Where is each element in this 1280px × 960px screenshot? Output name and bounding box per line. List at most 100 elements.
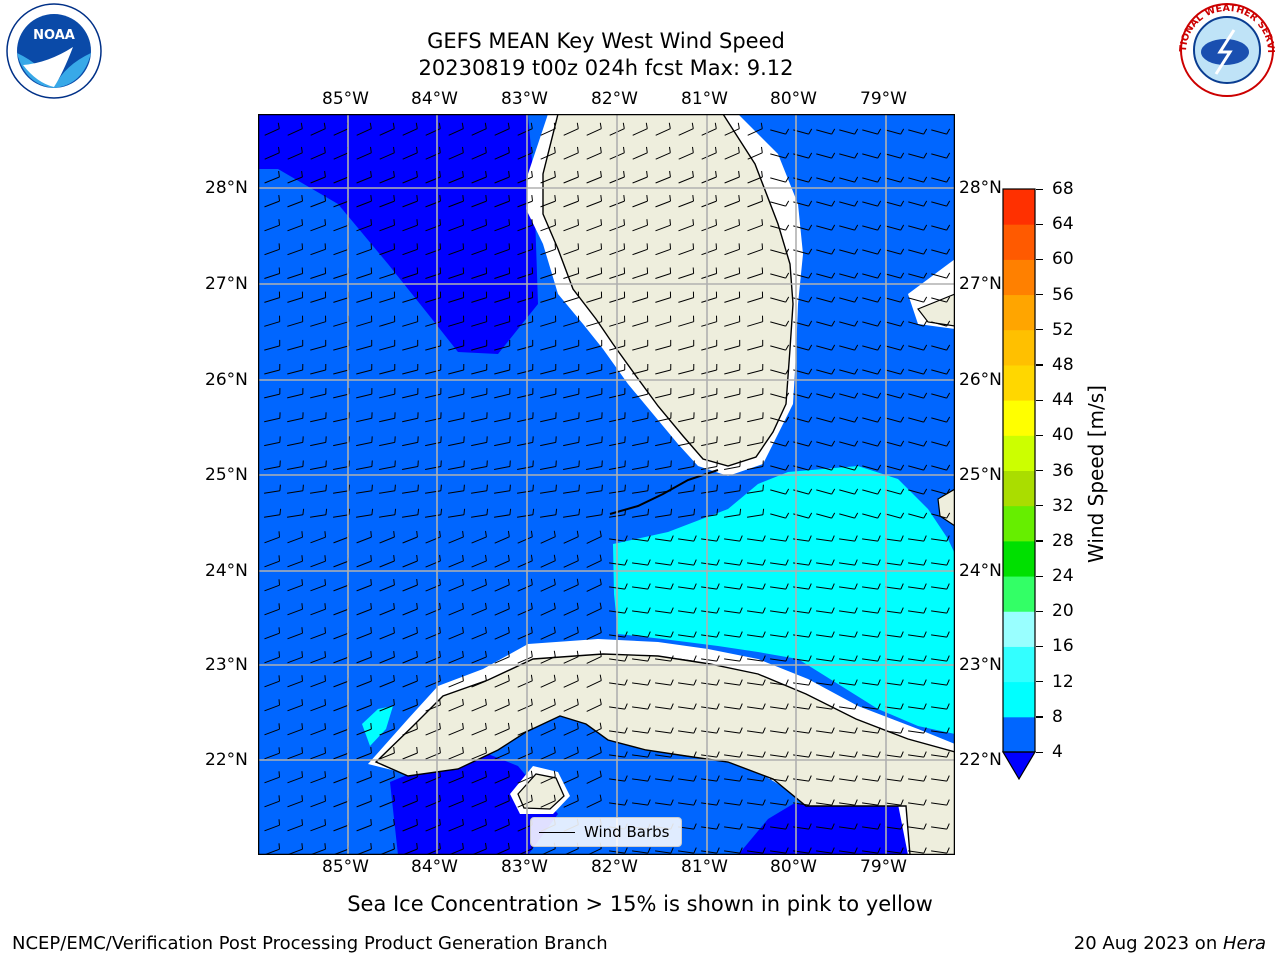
wind-barb-flag: [323, 122, 326, 129]
colorbar-segment: [1003, 400, 1035, 436]
wind-barb: [425, 560, 441, 568]
wind-barb-flag: [739, 703, 743, 710]
wind-barb-flag: [762, 775, 766, 782]
wind-barb: [747, 514, 763, 518]
wind-barb-flag: [854, 727, 858, 734]
wind-barb-flag: [647, 655, 651, 662]
lon-label-top: 84°W: [411, 89, 458, 109]
wind-barb: [471, 273, 487, 279]
wind-barb-flag: [900, 775, 904, 782]
wind-barb: [908, 586, 924, 590]
wind-barb: [540, 704, 556, 712]
wind-barb: [885, 586, 901, 590]
wind-barb: [724, 634, 740, 638]
wind-barb: [862, 682, 878, 686]
wind-barb-flag: [923, 296, 928, 303]
wind-barb: [333, 656, 349, 664]
wind-barb-flag: [831, 248, 836, 255]
noaa-logo-text: NOAA: [33, 28, 75, 43]
wind-barb: [632, 490, 648, 494]
wind-barb-flag: [854, 847, 858, 854]
wind-barb: [931, 393, 947, 399]
wind-barb-flag: [462, 842, 464, 849]
wind-barb: [632, 538, 648, 542]
wind-barb: [701, 417, 717, 423]
wind-barb-flag: [507, 674, 510, 681]
wind-barb-flag: [854, 799, 858, 806]
wind-barb-flag: [553, 554, 556, 561]
lon-label-bottom: 79°W: [860, 857, 907, 877]
wind-barb: [908, 826, 924, 830]
wind-barb-flag: [301, 651, 303, 658]
wind-barb: [563, 273, 579, 279]
colorbar-extend-arrow: [1001, 751, 1037, 781]
wind-barb: [471, 417, 487, 423]
wind-barb-flag: [923, 152, 928, 159]
wind-barb-flag: [507, 554, 510, 561]
wind-barb-flag: [301, 555, 303, 562]
wind-barb-flag: [785, 392, 790, 399]
wind-barb: [862, 513, 878, 519]
wind-barb: [770, 730, 786, 734]
wind-barb: [632, 273, 648, 279]
wind-barb-flag: [831, 392, 836, 399]
wind-barb: [494, 680, 510, 688]
wind-barb: [908, 225, 924, 231]
wind-barb: [356, 152, 372, 160]
wind-barb: [770, 682, 786, 686]
wind-barb: [356, 632, 372, 640]
wind-barb: [425, 656, 441, 664]
wind-barb-flag: [669, 219, 671, 226]
wind-barb: [770, 513, 786, 519]
wind-barb-flag: [762, 535, 766, 542]
wind-barb: [264, 248, 280, 256]
wind-barb: [908, 465, 924, 471]
wind-barb: [448, 441, 464, 447]
wind-barb: [356, 441, 372, 447]
footer-left: NCEP/EMC/Verification Post Processing Pr…: [12, 933, 608, 954]
wind-barb-flag: [647, 484, 649, 491]
wind-barb-flag: [808, 440, 813, 447]
wind-barb: [839, 249, 855, 255]
wind-barb-flag: [854, 272, 859, 279]
wind-barb: [747, 778, 763, 782]
wind-barb: [517, 704, 533, 712]
colorbar-tick-label: 16: [1052, 636, 1074, 657]
wind-barb-flag: [624, 751, 628, 758]
wind-barb-flag: [900, 631, 904, 638]
wind-barb-flag: [785, 799, 789, 806]
wind-barb-flag: [393, 771, 395, 778]
wind-barb: [885, 177, 901, 183]
wind-barb-flag: [831, 559, 835, 566]
wind-barb: [494, 584, 510, 592]
wind-barb: [425, 824, 441, 832]
wind-barb-flag: [530, 530, 533, 537]
wind-barb: [678, 128, 694, 136]
wind-barb-flag: [785, 512, 790, 519]
wind-barb-flag: [785, 823, 789, 830]
wind-barb: [862, 850, 878, 854]
wind-barb: [264, 490, 280, 494]
wind-barb-flag: [485, 650, 487, 657]
wind-barb: [770, 129, 786, 135]
wind-barb-flag: [324, 219, 326, 226]
wind-barb: [540, 128, 556, 136]
wind-barb-flag: [555, 484, 557, 491]
wind-barb-flag: [530, 554, 533, 561]
wind-barb-flag: [716, 727, 720, 734]
wind-barb-flag: [854, 152, 859, 159]
wind-barb: [471, 128, 487, 136]
wind-barb-flag: [301, 531, 303, 538]
wind-barb: [885, 321, 901, 327]
wind-barb-flag: [508, 219, 510, 226]
wind-barb: [310, 514, 326, 518]
wind-barb-flag: [485, 195, 487, 202]
wind-barb: [931, 802, 947, 806]
wind-barb-flag: [393, 675, 395, 682]
wind-barb: [540, 584, 556, 592]
gridlines: [258, 114, 955, 855]
wind-barb: [632, 730, 648, 734]
wind-barb: [931, 850, 947, 854]
wind-barb: [931, 778, 947, 782]
wind-barb: [724, 200, 740, 208]
